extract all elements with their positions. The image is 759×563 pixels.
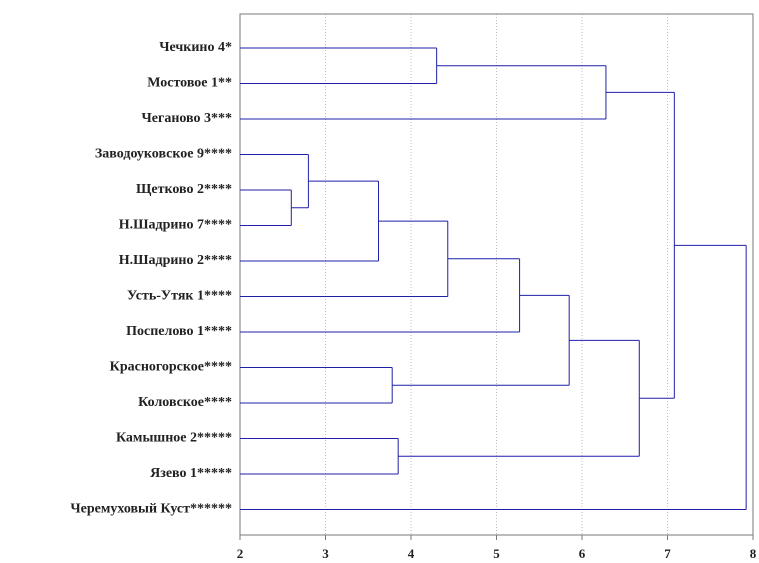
x-tick-label: 2: [237, 546, 244, 561]
leaf-label: Язево 1*****: [150, 466, 232, 481]
leaf-label: Коловское****: [138, 395, 232, 410]
leaf-label: Мостовое 1**: [147, 76, 232, 91]
leaf-label: Щетково 2****: [136, 182, 232, 197]
x-tick-label: 6: [579, 546, 586, 561]
leaf-label: Чечкино 4*: [159, 40, 232, 55]
leaf-label: Чеганово 3***: [141, 111, 232, 126]
leaf-label: Черемуховый Куст******: [70, 502, 232, 517]
dendrogram-links: [240, 47, 747, 510]
x-tick-label: 3: [322, 546, 329, 561]
leaf-labels: Чечкино 4* Мостовое 1** Чеганово 3*** Завод…: [70, 40, 232, 517]
x-tick-label: 8: [750, 546, 757, 561]
x-tick-label: 4: [408, 546, 415, 561]
x-tick-label: 7: [664, 546, 671, 561]
leaf-label: Н.Шадрино 7****: [119, 218, 232, 233]
leaf-label: Н.Шадрино 2****: [119, 253, 232, 268]
x-axis-ticks: 2 3 4 5 6 7 8: [237, 535, 757, 561]
leaf-label: Усть-Утяк 1****: [127, 289, 232, 304]
leaf-label: Красногорское****: [110, 360, 232, 375]
x-tick-label: 5: [493, 546, 500, 561]
leaf-label: Поспелово 1****: [126, 324, 232, 339]
leaf-label: Камышное 2*****: [116, 431, 232, 446]
leaf-label: Заводоуковское 9****: [95, 147, 232, 162]
